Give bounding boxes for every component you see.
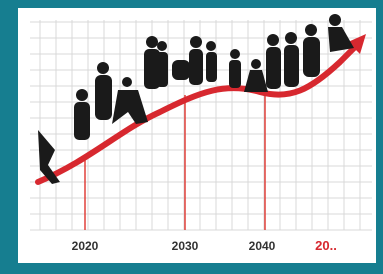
- figure: [206, 52, 217, 82]
- figure: [229, 60, 241, 88]
- illustration: 2020 2030 2040 20..: [0, 0, 383, 274]
- figure: [156, 52, 168, 87]
- figure: [267, 34, 279, 46]
- figure: [206, 41, 216, 51]
- figure: [251, 59, 261, 69]
- figure: [285, 32, 297, 44]
- axis-label: 2020: [72, 239, 99, 253]
- figure: [189, 49, 203, 85]
- figure: [305, 24, 317, 36]
- axis-label: 2030: [172, 239, 199, 253]
- figure: [76, 89, 88, 101]
- figure: [122, 77, 132, 87]
- page: 2020 2030 2040 20.. (() => { const data …: [0, 0, 383, 274]
- figure: [284, 45, 299, 87]
- figure: [266, 47, 281, 89]
- figure: [230, 49, 240, 59]
- axis-label: 2040: [249, 239, 276, 253]
- figure: [190, 36, 202, 48]
- figure: [303, 37, 320, 77]
- figure: [95, 75, 112, 120]
- figure: [172, 60, 190, 80]
- figure: [97, 62, 109, 74]
- figure: [146, 36, 158, 48]
- figure: [74, 102, 90, 140]
- figure: [329, 14, 341, 26]
- axis-label: 20..: [315, 238, 337, 253]
- figure: [157, 41, 167, 51]
